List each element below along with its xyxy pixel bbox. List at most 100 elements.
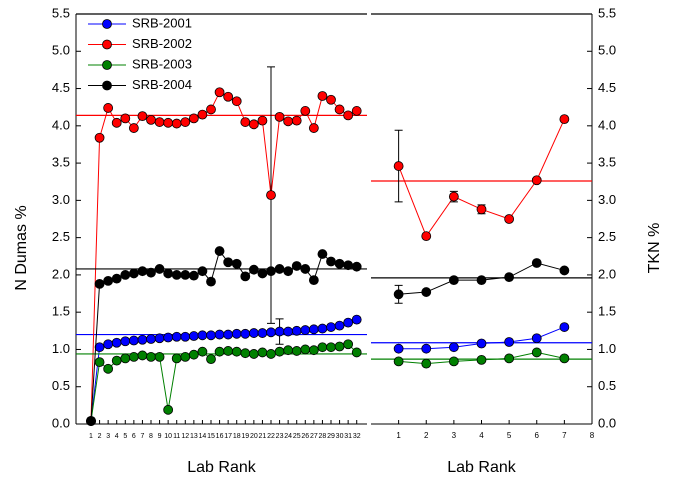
data-point bbox=[351, 261, 362, 272]
data-point bbox=[111, 337, 122, 348]
x-tick-label: 13 bbox=[190, 433, 198, 440]
data-point bbox=[240, 328, 251, 339]
y-tick-label: 3.5 bbox=[598, 155, 616, 170]
x-tick-label: 19 bbox=[241, 433, 249, 440]
x-tick-label: 12 bbox=[181, 433, 189, 440]
data-point bbox=[291, 115, 302, 126]
y-tick-label: 1.5 bbox=[598, 304, 616, 319]
data-point bbox=[146, 334, 156, 344]
data-point bbox=[248, 264, 259, 275]
y-tick-label: 4.5 bbox=[598, 80, 616, 95]
data-point bbox=[120, 270, 131, 280]
y-axis-label: N Dumas % bbox=[13, 205, 30, 290]
data-point bbox=[120, 353, 131, 364]
data-point bbox=[223, 329, 234, 340]
data-point bbox=[180, 270, 191, 280]
data-point bbox=[351, 314, 362, 325]
data-point bbox=[283, 116, 294, 127]
data-point bbox=[476, 354, 487, 365]
data-point bbox=[257, 328, 268, 338]
x-tick-label: 32 bbox=[353, 433, 361, 440]
data-point bbox=[206, 354, 216, 365]
data-point bbox=[343, 260, 354, 271]
y-tick-label: 0.0 bbox=[598, 415, 616, 430]
y-axis-label: TKN % bbox=[646, 223, 663, 274]
y-tick-label: 5.0 bbox=[52, 43, 70, 58]
data-point bbox=[180, 352, 191, 362]
y-tick-label: 0.0 bbox=[52, 415, 70, 430]
y-tick-label: 5.0 bbox=[598, 43, 616, 58]
data-point bbox=[476, 204, 487, 215]
legend-marker bbox=[102, 60, 112, 70]
x-tick-label: 25 bbox=[293, 433, 301, 440]
data-point bbox=[559, 114, 570, 125]
x-tick-label: 4 bbox=[479, 431, 484, 440]
data-point bbox=[448, 356, 459, 367]
data-point bbox=[120, 113, 131, 124]
data-point bbox=[171, 118, 182, 129]
legend-marker bbox=[102, 19, 112, 29]
x-tick-label: 7 bbox=[562, 431, 567, 440]
x-tick-label: 8 bbox=[590, 431, 595, 440]
y-tick-label: 0.5 bbox=[52, 378, 70, 393]
data-point bbox=[231, 96, 242, 107]
data-point bbox=[531, 333, 542, 344]
x-tick-label: 9 bbox=[158, 433, 162, 440]
data-point bbox=[476, 275, 487, 286]
data-point bbox=[266, 190, 276, 201]
x-axis-label: Lab Rank bbox=[187, 459, 256, 476]
data-point bbox=[206, 276, 216, 287]
y-tick-label: 4.0 bbox=[598, 117, 616, 132]
x-tick-label: 6 bbox=[535, 431, 540, 440]
data-point bbox=[171, 353, 182, 364]
data-point bbox=[94, 132, 105, 143]
x-tick-label: 8 bbox=[149, 433, 153, 440]
x-tick-label: 24 bbox=[284, 433, 292, 440]
data-point bbox=[231, 346, 242, 357]
data-point bbox=[291, 346, 302, 356]
data-point bbox=[300, 325, 311, 335]
data-point bbox=[351, 347, 362, 358]
data-point bbox=[240, 348, 251, 359]
legend-label: SRB-2003 bbox=[132, 56, 192, 71]
data-point bbox=[248, 119, 259, 130]
data-point bbox=[559, 353, 570, 364]
x-axis-label: Lab Rank bbox=[447, 459, 516, 476]
data-point bbox=[248, 328, 259, 338]
y-tick-label: 1.5 bbox=[52, 304, 70, 319]
data-point bbox=[103, 339, 114, 350]
data-point bbox=[154, 117, 165, 127]
y-tick-label: 4.5 bbox=[52, 80, 70, 95]
x-tick-label: 4 bbox=[115, 433, 119, 440]
x-tick-label: 11 bbox=[173, 433, 180, 440]
data-point bbox=[266, 349, 276, 359]
data-point bbox=[308, 345, 319, 356]
data-point bbox=[531, 347, 542, 358]
data-point bbox=[448, 275, 459, 286]
data-point bbox=[154, 352, 165, 362]
x-tick-label: 15 bbox=[207, 433, 215, 440]
y-tick-label: 5.5 bbox=[52, 5, 70, 20]
data-point bbox=[334, 341, 345, 352]
x-tick-label: 1 bbox=[89, 433, 93, 440]
data-point bbox=[283, 345, 294, 356]
data-point bbox=[283, 266, 294, 277]
data-point bbox=[300, 106, 311, 116]
data-point bbox=[266, 327, 276, 338]
data-point bbox=[188, 270, 199, 281]
data-point bbox=[274, 264, 285, 274]
data-point bbox=[111, 355, 122, 366]
data-point bbox=[171, 270, 182, 280]
data-point bbox=[559, 322, 570, 332]
data-point bbox=[257, 115, 268, 126]
data-point bbox=[248, 349, 259, 359]
data-point bbox=[308, 324, 319, 335]
data-point bbox=[111, 117, 122, 128]
data-point bbox=[531, 175, 542, 186]
x-tick-label: 27 bbox=[310, 433, 318, 440]
x-tick-label: 5 bbox=[507, 431, 512, 440]
x-tick-label: 2 bbox=[424, 431, 429, 440]
data-point bbox=[163, 117, 174, 128]
data-point bbox=[94, 278, 105, 289]
legend-label: SRB-2001 bbox=[132, 15, 192, 30]
